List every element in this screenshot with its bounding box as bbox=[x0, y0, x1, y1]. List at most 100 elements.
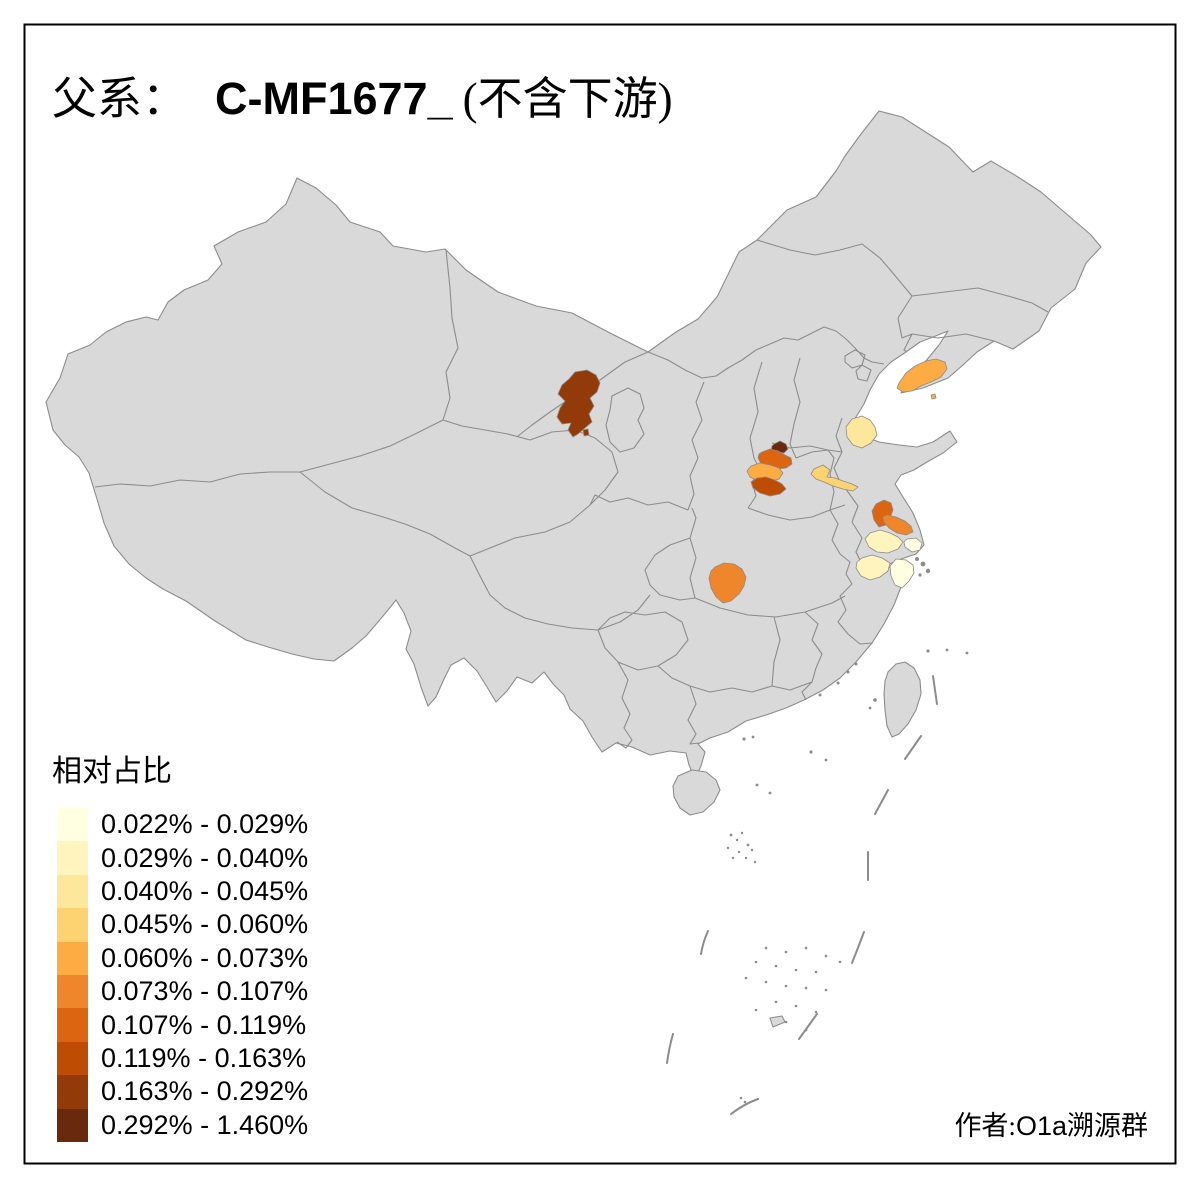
region-xuzhou-strip bbox=[810, 464, 859, 492]
islet bbox=[814, 1010, 818, 1014]
region-jiangsu-south bbox=[864, 529, 904, 554]
islet bbox=[742, 737, 746, 741]
islet bbox=[926, 649, 930, 653]
islet bbox=[814, 970, 818, 974]
islet bbox=[784, 984, 788, 988]
islet bbox=[846, 670, 850, 674]
taiwan-island bbox=[883, 661, 922, 738]
legend-swatch bbox=[57, 1041, 88, 1076]
legend-row: 0.163% - 0.292% bbox=[57, 1075, 309, 1109]
islet bbox=[920, 561, 926, 567]
islet bbox=[784, 1020, 788, 1024]
legend-label: 0.073% - 0.107% bbox=[101, 976, 309, 1007]
islet bbox=[740, 831, 744, 835]
islet bbox=[868, 706, 872, 710]
islet bbox=[746, 843, 750, 847]
islet bbox=[804, 986, 808, 990]
legend-label: 0.029% - 0.040% bbox=[101, 842, 309, 873]
legend-swatch bbox=[57, 908, 88, 942]
islet bbox=[824, 758, 828, 762]
region-hubei-yichang bbox=[708, 562, 747, 604]
region-shanghai bbox=[903, 537, 923, 553]
legend-title: 相对占比 bbox=[52, 755, 172, 788]
legend-label: 0.163% - 0.292% bbox=[101, 1076, 309, 1107]
islet bbox=[784, 950, 788, 954]
islet bbox=[836, 681, 840, 685]
nine-dash-line bbox=[666, 675, 938, 1115]
islet bbox=[873, 698, 877, 702]
islet bbox=[729, 833, 733, 837]
legend-label: 0.107% - 0.119% bbox=[101, 1009, 307, 1040]
islet bbox=[739, 1096, 743, 1100]
legend-row: 0.060% - 0.073% bbox=[57, 941, 309, 975]
islet bbox=[824, 954, 828, 958]
mainland-china-shape bbox=[45, 110, 1102, 780]
region-shandong-delta bbox=[845, 415, 878, 449]
islet bbox=[744, 856, 748, 860]
region-zhejiang-north bbox=[855, 554, 891, 581]
colored-regions bbox=[556, 358, 948, 604]
region-liaoning-dalian bbox=[896, 358, 948, 400]
province-borders bbox=[94, 239, 1049, 749]
legend-label: 0.060% - 0.073% bbox=[101, 942, 309, 973]
islet bbox=[945, 648, 949, 652]
map-title: 父系： C-MF1677_ (不含下游) bbox=[52, 62, 673, 127]
legend-row: 0.292% - 1.460% bbox=[57, 1108, 308, 1142]
region-zhejiang-ningbo bbox=[889, 558, 915, 589]
islet bbox=[750, 848, 754, 852]
islet bbox=[965, 651, 969, 655]
islet bbox=[925, 568, 931, 574]
islet bbox=[804, 946, 808, 950]
legend-swatch bbox=[57, 1008, 88, 1042]
islet bbox=[768, 791, 772, 795]
islet bbox=[794, 968, 798, 972]
legend-row: 0.022% - 0.029% bbox=[57, 808, 309, 842]
islet bbox=[743, 1100, 747, 1104]
islet bbox=[809, 750, 813, 754]
legend-label: 0.045% - 0.060% bbox=[101, 909, 309, 940]
legend-row: 0.029% - 0.040% bbox=[57, 841, 309, 875]
region-jiangsu-coast bbox=[882, 514, 914, 536]
islet bbox=[755, 783, 759, 787]
legend-row: 0.107% - 0.119% bbox=[57, 1008, 308, 1042]
islet bbox=[764, 980, 768, 984]
islet bbox=[794, 1004, 798, 1008]
legend-swatch bbox=[57, 941, 88, 975]
islet bbox=[754, 1008, 758, 1012]
legend-label: 0.119% - 0.163% bbox=[101, 1042, 307, 1073]
region-henan-south-dark bbox=[750, 476, 787, 497]
legend-swatch bbox=[57, 808, 88, 842]
islet bbox=[737, 850, 741, 854]
islet bbox=[818, 693, 822, 697]
islet bbox=[754, 960, 758, 964]
islet bbox=[731, 856, 735, 860]
islet bbox=[838, 960, 842, 964]
plot-frame bbox=[23, 23, 1177, 1165]
islet bbox=[735, 838, 739, 842]
legend-label: 0.022% - 0.029% bbox=[101, 809, 309, 840]
title-haplogroup: C-MF1677_ bbox=[215, 73, 453, 124]
legend: 相对占比 0.022% - 0.029% 0.029% - 0.040% 0.040… bbox=[52, 746, 309, 1142]
islet bbox=[726, 846, 730, 850]
islet bbox=[744, 976, 748, 980]
islet bbox=[774, 1000, 778, 1004]
legend-swatch bbox=[57, 974, 88, 1009]
islet bbox=[751, 735, 755, 739]
islet bbox=[824, 988, 828, 992]
author-credit: 作者:O1a溯源群 bbox=[954, 1104, 1148, 1143]
region-gansu-center bbox=[556, 369, 601, 438]
title-prefix: 父系： bbox=[52, 74, 188, 124]
legend-row: 0.045% - 0.060% bbox=[57, 908, 309, 942]
legend-label: 0.040% - 0.045% bbox=[101, 875, 309, 906]
author-group-code: O1a bbox=[1015, 1111, 1067, 1141]
legend-row: 0.040% - 0.045% bbox=[57, 874, 309, 909]
author-prefix: 作者: bbox=[954, 1111, 1016, 1141]
legend-swatch bbox=[57, 874, 88, 909]
region-henan-central-light bbox=[746, 462, 784, 483]
legend-row: 0.073% - 0.107% bbox=[57, 974, 309, 1009]
title-suffix: (不含下游) bbox=[462, 74, 673, 124]
legend-swatch bbox=[57, 1108, 88, 1142]
legend-swatch bbox=[57, 1075, 88, 1109]
islet bbox=[915, 557, 919, 561]
